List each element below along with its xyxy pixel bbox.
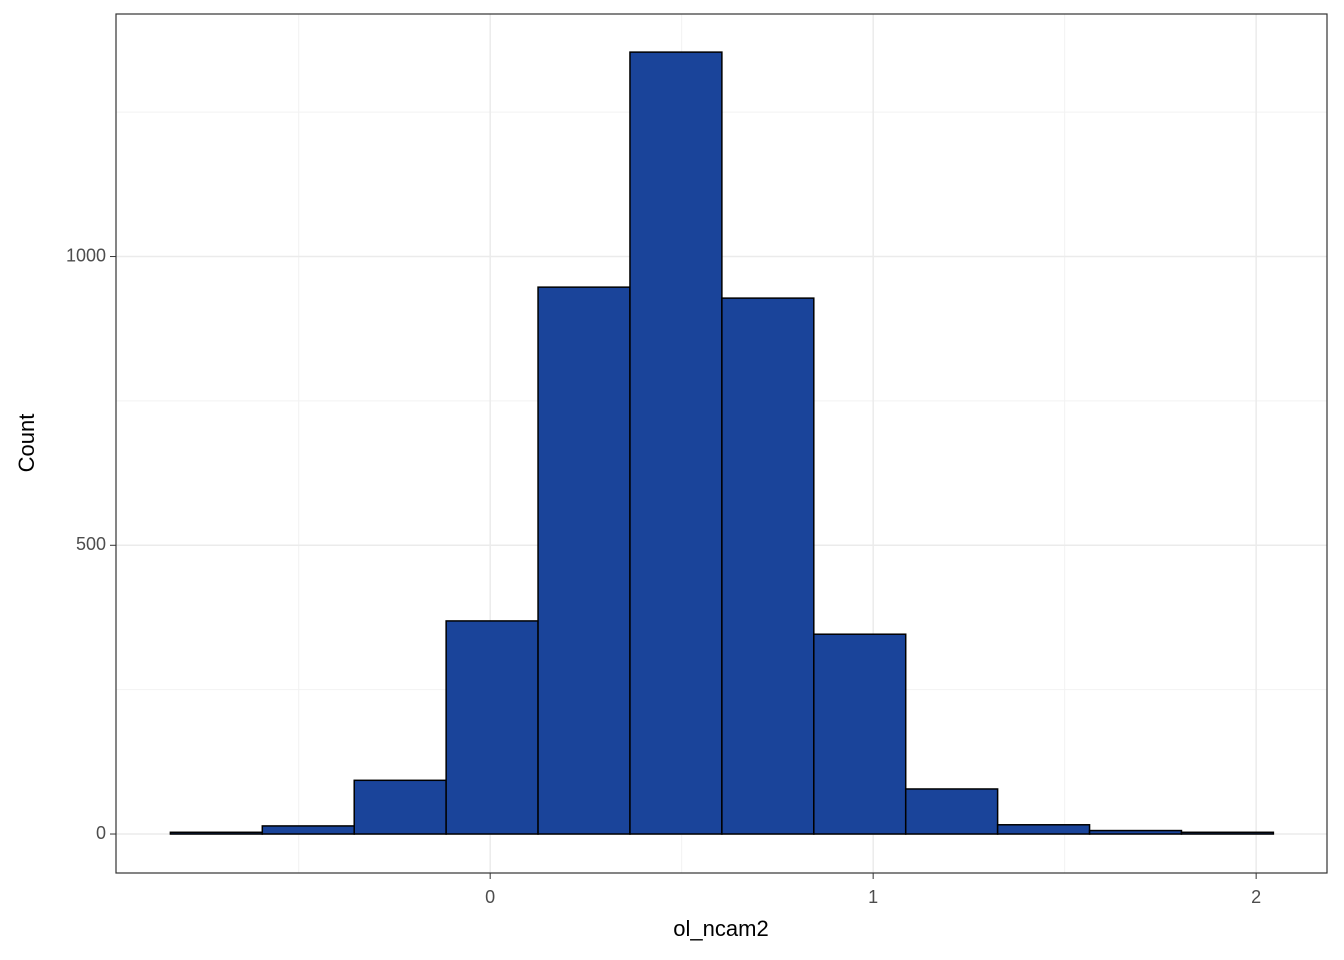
x-tick-label: 0: [485, 887, 495, 907]
x-axis-title: ol_ncam2: [673, 916, 768, 941]
bar: [629, 51, 723, 835]
y-tick-label: 1000: [66, 245, 106, 265]
bar: [1088, 829, 1183, 835]
bar: [904, 788, 999, 835]
y-tick-label: 0: [96, 823, 106, 843]
bar: [261, 825, 355, 835]
bar: [996, 824, 1091, 835]
bar: [1180, 831, 1275, 835]
x-tick-label: 2: [1251, 887, 1261, 907]
bar: [721, 297, 815, 835]
x-tick-label: 1: [868, 887, 878, 907]
bar: [813, 633, 907, 835]
y-tick-label: 500: [76, 534, 106, 554]
bar: [445, 620, 539, 835]
bar: [353, 779, 447, 835]
bar: [537, 286, 631, 835]
y-axis-title: Count: [14, 414, 39, 473]
bar: [169, 831, 264, 835]
panel-border: [115, 13, 1328, 874]
